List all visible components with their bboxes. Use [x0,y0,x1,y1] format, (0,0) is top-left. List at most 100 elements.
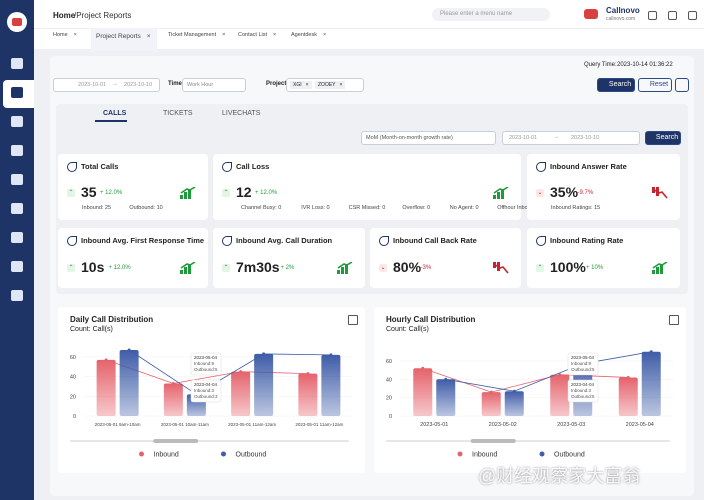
legend-swatch [457,451,463,457]
y-tick-label: 0 [389,414,392,420]
nav-icon[interactable] [11,145,23,156]
nav-icon[interactable] [11,174,23,185]
tab-label[interactable]: Agentdesk [291,32,317,38]
legend-swatch [139,451,144,457]
sub-tab[interactable]: LIVECHATS [222,110,261,117]
kpi-title: Call Loss [236,162,270,171]
series-line [105,359,308,384]
header-icon [688,11,697,20]
search-label: Search [608,81,632,88]
project-name: ZOOEY [318,82,336,88]
kpi-icon [222,236,232,246]
export-btn[interactable] [675,78,689,92]
tab-close[interactable]: × [222,32,226,38]
tag-close: × [305,82,309,88]
nav-icon[interactable] [11,203,23,214]
chart-card: Hourly Call Distribution Count: Call(s) 0 2… [374,307,686,473]
line-point [329,353,333,357]
line-point [626,375,630,379]
reset-btn[interactable]: Reset [638,78,672,92]
tab-label[interactable]: Ticket Management [168,32,217,38]
kpi-change: + 12.0% [255,190,278,196]
nav-icon[interactable] [11,87,23,98]
tooltip-line: Inbound:3 [571,388,592,393]
sub-tab[interactable]: CALLS [103,110,127,117]
legend-label: Outbound [554,452,585,459]
tooltip-date: 2023-05-04 [571,355,595,360]
kpi-value: 100% [550,259,586,275]
series-line [445,351,652,392]
kpi-detail: Offhour Inbound: 0 [497,205,543,211]
kpi-trend-badge: ⌃ [67,264,75,272]
line-point [104,358,108,362]
kpi-trend-icon [493,262,509,274]
x-tick-label: 2023-05-01 [420,422,448,428]
tab-close[interactable]: × [273,32,277,38]
line-point [306,372,310,376]
nav-icon[interactable] [11,261,23,272]
search-btn[interactable]: Search [597,78,635,92]
tab-close[interactable]: × [146,33,151,40]
sub-tab-underline[interactable] [95,120,127,122]
compare-search-btn[interactable]: Search [645,131,681,145]
tab-close[interactable]: × [73,32,77,38]
sidebar [0,0,34,500]
kpi-detail: Overflow: 0 [402,205,431,211]
nav-icon[interactable] [11,58,23,69]
calendar-btn[interactable] [669,315,679,325]
line-point [262,352,266,356]
kpi-trend-icon [493,187,509,199]
kpi-trend-badge: ⌃ [222,189,230,197]
y-tick-label: 20 [386,396,392,402]
search-placeholder: Please enter a menu name [440,11,513,17]
line-point [421,366,425,370]
y-tick-label: 40 [386,377,392,383]
line-point [127,348,131,352]
kpi-card: Inbound Call Back Rate ⌄ 80% -3% [370,228,521,288]
nav-tab[interactable]: Contact List × [238,32,276,44]
project-select-box[interactable]: XGI × ZOOEY × [286,78,364,92]
bar [481,392,501,416]
breadcrumb-current: /Project Reports [74,11,132,20]
tooltip [567,352,599,376]
line-point [649,350,653,354]
nav-tab[interactable]: Project Reports × [91,28,157,51]
time-select-box[interactable]: Work Hour [182,78,246,92]
nav-icon[interactable] [11,232,23,243]
tab-label[interactable]: Contact List [238,32,268,38]
x-tick-label: 2023-05-01 9am-10am [95,422,141,427]
nav-icon[interactable] [11,290,23,301]
kpi-value: 35 [81,184,97,200]
search-box[interactable]: Please enter a menu name [432,8,550,21]
brand-url: callnovo.com [606,16,636,22]
tab-close[interactable]: × [323,32,327,38]
tab-label[interactable]: Project Reports [96,33,141,40]
sub-tab[interactable]: TICKETS [163,110,193,117]
tooltip-line: Outbound:5 [194,367,218,372]
kpi-trend-icon [180,187,196,199]
x-tick-label: 2023-05-02 [489,422,517,428]
compare-select-box[interactable]: MoM (Month-on-month growth rate) [361,131,496,145]
nav-tab[interactable]: Home × [53,32,77,44]
kpi-icon [222,162,232,172]
kpi-title: Total Calls [81,162,119,171]
date-range-box[interactable]: 2023-10-01 → 2023-10-10 [53,78,160,92]
kpi-title: Inbound Answer Rate [550,162,627,171]
tag-close: × [339,82,343,88]
tab-label[interactable]: Home [53,32,68,38]
bar [254,353,274,416]
compare-date-box[interactable]: 2023-10-01 → 2023-10-10 [502,131,640,145]
x-tick-label: 2023-05-01 10am-11am [161,422,209,427]
header-icon [668,11,677,20]
legend-label: Outbound [236,452,267,459]
kpi-icon [67,162,77,172]
logo[interactable] [7,12,27,32]
nav-tab[interactable]: Agentdesk × [291,32,326,44]
nav-tab[interactable]: Ticket Management × [168,32,225,44]
compare-date-start: 2023-10-01 [509,135,538,141]
kpi-value: 80% [393,259,422,275]
date-arrow: → [112,81,118,87]
nav-icon[interactable] [11,116,23,127]
kpi-card: Inbound Avg. Call Duration ⌃ 7m30s + 2% [213,228,365,288]
calendar-btn[interactable] [348,315,358,325]
